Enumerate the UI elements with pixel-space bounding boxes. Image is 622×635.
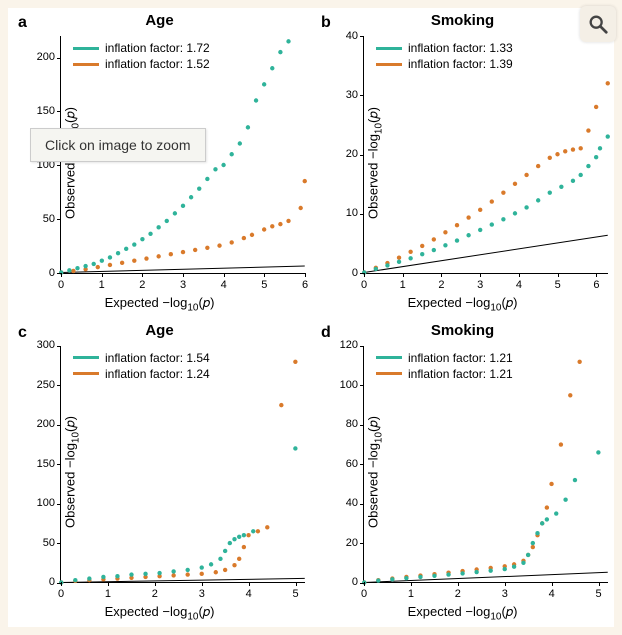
ytick-label: 80 <box>346 418 358 430</box>
ytick-label: 200 <box>37 418 55 430</box>
xtick-label: 2 <box>438 279 444 291</box>
panel-letter-a: a <box>18 14 27 32</box>
ytick-label: 150 <box>37 105 55 117</box>
xtick-label: 3 <box>199 588 205 600</box>
ytick-label: 120 <box>340 339 358 351</box>
panel-d: d Smoking Observed −log10(𝑝) Expected −l… <box>311 318 614 628</box>
panel-c: c Age Observed −log10(𝑝) Expected −log10… <box>8 318 311 628</box>
zoom-tooltip: Click on image to zoom <box>30 128 206 162</box>
ytick-label: 40 <box>346 497 358 509</box>
xtick-label: 6 <box>593 279 599 291</box>
x-axis-label: Expected −log10(𝑝) <box>408 295 518 314</box>
xtick-label: 0 <box>361 279 367 291</box>
panel-letter-d: d <box>321 324 331 342</box>
xtick-label: 4 <box>221 279 227 291</box>
panel-a: a Age Observed −log10(𝑝) Expected −log10… <box>8 8 311 318</box>
ytick-label: 50 <box>43 537 55 549</box>
chart-svg-b <box>364 36 608 273</box>
ytick-label: 100 <box>340 379 358 391</box>
xtick-label: 1 <box>408 588 414 600</box>
xtick-label: 1 <box>99 279 105 291</box>
xtick-label: 6 <box>302 279 308 291</box>
plot-area-b: inflation factor: 1.33 inflation factor:… <box>363 36 608 274</box>
zoom-button[interactable] <box>580 6 616 42</box>
figure-grid[interactable]: a Age Observed −log10(𝑝) Expected −log10… <box>8 8 614 627</box>
ytick-label: 0 <box>352 576 358 588</box>
xtick-label: 2 <box>139 279 145 291</box>
ytick-label: 300 <box>37 339 55 351</box>
xtick-label: 0 <box>58 588 64 600</box>
ytick-label: 30 <box>346 89 358 101</box>
ytick-label: 100 <box>37 497 55 509</box>
panel-title-c: Age <box>145 322 173 339</box>
xtick-label: 3 <box>180 279 186 291</box>
x-axis-label: Expected −log10(𝑝) <box>105 295 215 314</box>
xtick-label: 5 <box>555 279 561 291</box>
panel-title-d: Smoking <box>431 322 494 339</box>
ytick-label: 50 <box>43 213 55 225</box>
chart-svg-d <box>364 346 608 583</box>
xtick-label: 1 <box>400 279 406 291</box>
ytick-label: 20 <box>346 537 358 549</box>
xtick-label: 0 <box>361 588 367 600</box>
xtick-label: 5 <box>261 279 267 291</box>
xtick-label: 4 <box>516 279 522 291</box>
xtick-label: 3 <box>477 279 483 291</box>
ytick-label: 0 <box>49 267 55 279</box>
ytick-label: 20 <box>346 148 358 160</box>
plot-area-c: inflation factor: 1.54 inflation factor:… <box>60 346 305 584</box>
panel-b: b Smoking Observed −log10(𝑝) Expected −l… <box>311 8 614 318</box>
xtick-label: 0 <box>58 279 64 291</box>
xtick-label: 3 <box>502 588 508 600</box>
ytick-label: 200 <box>37 51 55 63</box>
screenshot-container: a Age Observed −log10(𝑝) Expected −log10… <box>0 0 622 635</box>
ytick-label: 60 <box>346 458 358 470</box>
ytick-label: 10 <box>346 207 358 219</box>
magnify-icon <box>587 13 609 35</box>
ytick-label: 0 <box>49 576 55 588</box>
ytick-label: 40 <box>346 30 358 42</box>
panel-title-b: Smoking <box>431 12 494 29</box>
panel-letter-b: b <box>321 14 331 32</box>
ytick-label: 150 <box>37 458 55 470</box>
x-axis-label: Expected −log10(𝑝) <box>408 604 518 623</box>
xtick-label: 2 <box>455 588 461 600</box>
chart-svg-c <box>61 346 305 583</box>
xtick-label: 2 <box>152 588 158 600</box>
xtick-label: 4 <box>246 588 252 600</box>
xtick-label: 5 <box>596 588 602 600</box>
ytick-label: 0 <box>352 267 358 279</box>
x-axis-label: Expected −log10(𝑝) <box>105 604 215 623</box>
panel-letter-c: c <box>18 324 27 342</box>
xtick-label: 1 <box>105 588 111 600</box>
xtick-label: 4 <box>549 588 555 600</box>
xtick-label: 5 <box>293 588 299 600</box>
panel-title-a: Age <box>145 12 173 29</box>
plot-area-d: inflation factor: 1.21 inflation factor:… <box>363 346 608 584</box>
ytick-label: 250 <box>37 379 55 391</box>
